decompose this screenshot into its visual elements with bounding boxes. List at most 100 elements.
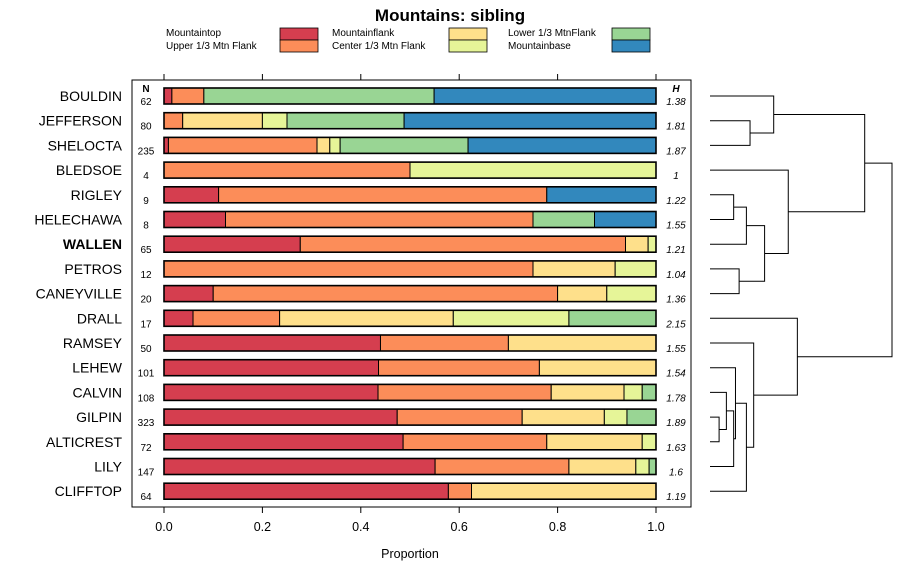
bar-row-calvin: CALVIN 108 1.78 bbox=[72, 383, 686, 404]
row-label: RAMSEY bbox=[63, 335, 123, 351]
bar-segment bbox=[163, 309, 194, 327]
bar-segment bbox=[568, 458, 637, 475]
row-h-value: 1.6 bbox=[669, 468, 683, 479]
x-tick-label: 1.0 bbox=[647, 520, 664, 534]
row-n-value: 101 bbox=[138, 369, 155, 380]
bar-segment bbox=[568, 309, 657, 327]
legend-label: Upper 1/3 Mtn Flank bbox=[166, 41, 258, 52]
bar-row-bouldin: BOULDIN 62 1.38 bbox=[60, 87, 686, 108]
bar-segment bbox=[521, 408, 605, 426]
bar-segment bbox=[163, 285, 214, 303]
bar-segment bbox=[261, 112, 288, 130]
bar-segment bbox=[546, 433, 643, 451]
bar-segment bbox=[167, 136, 318, 154]
bar-segment bbox=[532, 260, 616, 278]
dendrogram-branch bbox=[710, 120, 751, 146]
bar-segment bbox=[163, 211, 226, 228]
row-h-value: 1.78 bbox=[666, 393, 686, 404]
row-label: JEFFERSON bbox=[39, 113, 122, 129]
dendrogram-branch bbox=[710, 342, 755, 448]
dendrogram-branch bbox=[739, 225, 766, 282]
bar-outline bbox=[163, 383, 657, 402]
row-label: LILY bbox=[94, 459, 122, 475]
bar-outline bbox=[163, 358, 657, 377]
dendrogram bbox=[710, 95, 893, 492]
bar-segment bbox=[606, 285, 657, 303]
bar-segment bbox=[163, 359, 380, 377]
bar-segment bbox=[279, 309, 454, 327]
row-n-value: 4 bbox=[143, 171, 149, 182]
row-label: BOULDIN bbox=[60, 88, 122, 104]
bar-segment bbox=[171, 87, 205, 105]
row-n-value: 12 bbox=[140, 270, 152, 281]
bar-segment bbox=[163, 482, 449, 500]
dendrogram-branch bbox=[710, 95, 775, 134]
bar-segment bbox=[379, 334, 509, 352]
bar-segment bbox=[433, 87, 657, 105]
bar-row-alticrest: ALTICREST 72 1.63 bbox=[46, 432, 686, 454]
bar-outline bbox=[163, 235, 657, 253]
bar-segment bbox=[396, 408, 523, 426]
bar-outline bbox=[163, 260, 657, 278]
row-label: BLEDSOE bbox=[56, 162, 122, 178]
bar-row-shelocta: SHELOCTA 235 1.87 bbox=[48, 136, 686, 157]
dendrogram-branch bbox=[710, 268, 740, 295]
row-h-value: 1.36 bbox=[666, 295, 686, 306]
x-tick-label: 0.2 bbox=[254, 520, 271, 534]
row-label: LEHEW bbox=[72, 360, 123, 376]
dendrogram-branch bbox=[710, 391, 727, 430]
row-n-value: 8 bbox=[143, 221, 149, 232]
bar-segment bbox=[377, 383, 552, 401]
dendrogram-branch bbox=[710, 410, 735, 467]
chart-title: Mountains: sibling bbox=[375, 6, 525, 25]
bar-segment bbox=[507, 334, 657, 352]
legend-swatch bbox=[279, 27, 319, 41]
legend-label: Center 1/3 Mtn Flank bbox=[332, 41, 426, 52]
bar-segment bbox=[163, 458, 436, 475]
bar-segment bbox=[192, 309, 281, 327]
legend-swatch bbox=[611, 39, 651, 53]
bar-segment bbox=[163, 433, 404, 451]
bar-outline bbox=[163, 309, 657, 328]
bar-segment bbox=[452, 309, 570, 327]
row-label: SHELOCTA bbox=[48, 137, 123, 153]
legend-label: Mountainflank bbox=[332, 28, 395, 39]
legend-swatch bbox=[448, 39, 488, 53]
bar-segment bbox=[623, 383, 643, 401]
x-tick-label: 0.0 bbox=[155, 520, 172, 534]
dendrogram-branch bbox=[710, 402, 747, 492]
bar-segment bbox=[218, 186, 548, 204]
bar-row-jefferson: JEFFERSON 80 1.81 bbox=[39, 111, 686, 133]
bar-segment bbox=[603, 408, 628, 426]
bar-row-caneyville: CANEYVILLE 20 1.36 bbox=[36, 284, 686, 306]
row-h-value: 1.04 bbox=[666, 270, 686, 281]
row-h-value: 1.63 bbox=[666, 443, 686, 454]
row-h-value: 1.55 bbox=[666, 344, 686, 355]
row-n-value: 62 bbox=[140, 97, 152, 108]
bar-outline bbox=[163, 482, 657, 501]
dendrogram-branch bbox=[710, 416, 720, 443]
bar-segment bbox=[557, 285, 608, 303]
x-tick-label: 0.6 bbox=[451, 520, 468, 534]
bar-segment bbox=[624, 235, 649, 253]
bar-outline bbox=[163, 284, 657, 303]
legend-swatch bbox=[448, 27, 488, 41]
legend-label: Lower 1/3 MtnFlank bbox=[508, 28, 597, 39]
bar-outline bbox=[163, 111, 657, 130]
bar-segment bbox=[647, 235, 657, 253]
row-label: CALVIN bbox=[72, 384, 122, 400]
bar-segment bbox=[403, 112, 657, 130]
bar-segment bbox=[648, 458, 657, 475]
bar-rows: BOULDIN 62 1.38 JEFFERSON 80 1.81 SHELOCTA 235 1… bbox=[34, 87, 686, 503]
bar-outline bbox=[163, 136, 657, 155]
bar-row-bledsoe: BLEDSOE 4 1 bbox=[56, 161, 679, 182]
bar-segment bbox=[163, 408, 398, 426]
bar-segment bbox=[434, 458, 570, 475]
row-h-value: 1.87 bbox=[666, 146, 686, 157]
bar-segment bbox=[163, 235, 301, 253]
bar-outline bbox=[163, 186, 657, 204]
legend-swatch bbox=[611, 27, 651, 41]
bar-segment bbox=[378, 359, 540, 377]
bar-row-ramsey: RAMSEY 50 1.55 bbox=[63, 334, 686, 355]
row-label: HELECHAWA bbox=[34, 212, 122, 228]
